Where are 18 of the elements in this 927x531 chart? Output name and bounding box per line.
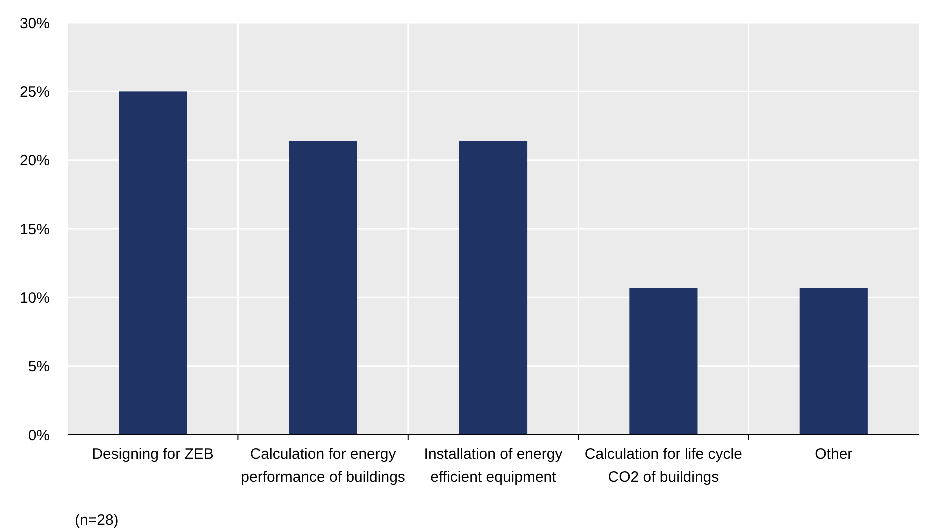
y-tick-label: 20% bbox=[20, 152, 50, 170]
x-tick-label: Calculation for energy performance of buildings bbox=[241, 446, 406, 486]
y-tick-label: 10% bbox=[20, 290, 50, 307]
bar bbox=[119, 92, 188, 435]
bar bbox=[289, 141, 358, 435]
x-tick-label: Installation of energy efficient equipment bbox=[424, 446, 564, 486]
y-tick-label: 15% bbox=[20, 221, 50, 238]
bar bbox=[459, 141, 528, 435]
bar bbox=[800, 288, 868, 435]
y-tick-label: 5% bbox=[28, 358, 50, 376]
y-tick-label: 30% bbox=[20, 15, 50, 32]
text: (n=28) bbox=[75, 512, 119, 529]
x-tick-label: Designing for ZEB bbox=[92, 446, 214, 463]
y-tick-label: 0% bbox=[28, 427, 50, 444]
x-tick-label: Calculation for life cycle CO2 of buildings bbox=[584, 446, 742, 486]
bar bbox=[630, 288, 698, 435]
x-tick-label: Other bbox=[815, 446, 853, 463]
y-tick-label: 25% bbox=[20, 84, 50, 101]
